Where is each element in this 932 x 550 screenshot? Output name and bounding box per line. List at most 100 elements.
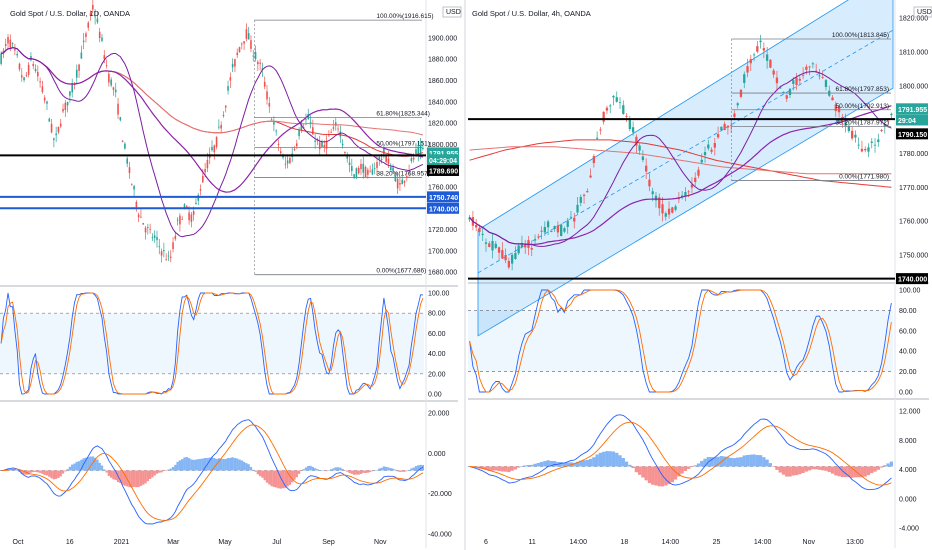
candle-body <box>625 116 628 117</box>
time-axis-label: 14:00 <box>569 539 587 546</box>
time-axis-label: 25 <box>713 539 721 546</box>
macd-histogram-bar <box>254 470 257 472</box>
macd-histogram-bar <box>866 466 871 476</box>
macd-histogram-bar <box>621 458 625 467</box>
macd-histogram-bar <box>417 465 420 471</box>
macd-histogram-bar <box>713 457 717 467</box>
candle-body <box>32 63 35 66</box>
stoch-tick-label: 80.00 <box>428 311 446 318</box>
candle-body <box>224 105 227 108</box>
macd-histogram-bar <box>73 463 76 471</box>
candle-body <box>772 70 775 75</box>
macd-histogram-bar <box>380 467 383 471</box>
candle-body <box>41 86 44 92</box>
price-tag-box <box>427 191 459 203</box>
macd-histogram-bar <box>155 470 159 474</box>
candle-body <box>218 126 220 128</box>
macd-histogram-bar <box>543 461 547 467</box>
macd-histogram-bar <box>886 463 890 467</box>
macd-histogram-bar <box>132 470 136 487</box>
macd-histogram-bar <box>135 470 138 488</box>
candle-body <box>50 123 53 133</box>
macd-histogram-bar <box>334 467 337 471</box>
stoch-tick-label: 60.00 <box>899 328 917 335</box>
stoch-tick-label: 100.00 <box>428 291 450 298</box>
macd-histogram-bar <box>853 466 858 478</box>
candle-body <box>860 148 864 152</box>
stoch-band <box>0 313 424 374</box>
candle-body <box>130 183 133 185</box>
macd-histogram-bar <box>103 469 106 471</box>
macd-histogram-bar <box>224 458 227 471</box>
macd-histogram-bar <box>233 458 237 471</box>
macd-histogram-bar <box>245 463 248 471</box>
candle-body <box>316 139 319 142</box>
time-axis-label: 14:00 <box>662 539 680 546</box>
time-axis-label: 2021 <box>114 539 130 546</box>
macd-histogram-bar <box>93 457 97 471</box>
candle-body <box>756 46 759 52</box>
macd-histogram-bar <box>300 470 303 471</box>
candle-body <box>112 87 115 90</box>
time-axis-label: Nov <box>803 539 816 546</box>
candle-body <box>582 194 586 196</box>
macd-histogram-bar <box>484 466 488 471</box>
candle-body <box>638 145 641 151</box>
ma-line-red-2 <box>469 146 892 175</box>
candle-body <box>309 122 312 125</box>
candle-body <box>599 129 602 131</box>
candle-body <box>834 104 837 112</box>
macd-histogram-bar <box>50 470 53 479</box>
macd-histogram-bar <box>889 461 893 467</box>
candle-body <box>140 216 142 218</box>
candle-body <box>188 212 190 221</box>
candle-body <box>376 162 378 168</box>
candle-body <box>156 237 158 241</box>
macd-histogram-bar <box>144 470 147 484</box>
candle-body <box>533 239 537 241</box>
candle-body <box>263 81 266 87</box>
time-axis-label: Jul <box>272 539 281 546</box>
candle-body <box>314 140 316 142</box>
candle-body <box>811 63 815 65</box>
macd-histogram-bar <box>595 454 599 467</box>
macd-histogram-bar <box>38 470 42 473</box>
candle-body <box>387 158 390 164</box>
candle-body <box>108 73 110 83</box>
candle-body <box>651 191 654 195</box>
stoch-d-line <box>0 292 424 395</box>
macd-histogram-bar <box>618 455 622 467</box>
candle-body <box>478 227 481 233</box>
price-tick-label: 1700.000 <box>428 248 457 255</box>
macd-histogram-bar <box>139 470 143 486</box>
macd-histogram-bar <box>110 470 113 478</box>
candle-body <box>25 75 28 77</box>
macd-histogram-bar <box>523 465 527 467</box>
candle-body <box>257 61 259 65</box>
macd-histogram-bar <box>412 467 415 471</box>
macd-histogram-bar <box>348 470 351 473</box>
macd-histogram-bar <box>533 463 537 467</box>
macd-histogram-bar <box>827 466 831 473</box>
macd-histogram-bar <box>268 470 271 485</box>
candle-body <box>543 227 546 233</box>
candle-body <box>252 55 255 57</box>
macd-histogram-bar <box>174 464 177 471</box>
candle-body <box>7 36 9 44</box>
macd-histogram-bar <box>112 470 115 480</box>
candle-body <box>380 159 383 161</box>
macd-histogram-bar <box>843 466 848 478</box>
macd-histogram-bar <box>286 470 289 487</box>
macd-histogram-bar <box>320 470 324 471</box>
price-tag-box <box>427 147 459 159</box>
macd-histogram-bar <box>814 466 818 470</box>
candle-body <box>788 88 792 95</box>
fib-level-label: 50.00%(1797.151) <box>376 140 430 147</box>
candle-body <box>775 77 779 84</box>
macd-histogram-bar <box>130 470 133 488</box>
candle-body <box>831 97 834 101</box>
macd-histogram-bar <box>375 469 379 471</box>
candle-body <box>137 214 140 218</box>
macd-histogram-bar <box>128 470 131 488</box>
price-tag-box <box>896 103 928 115</box>
